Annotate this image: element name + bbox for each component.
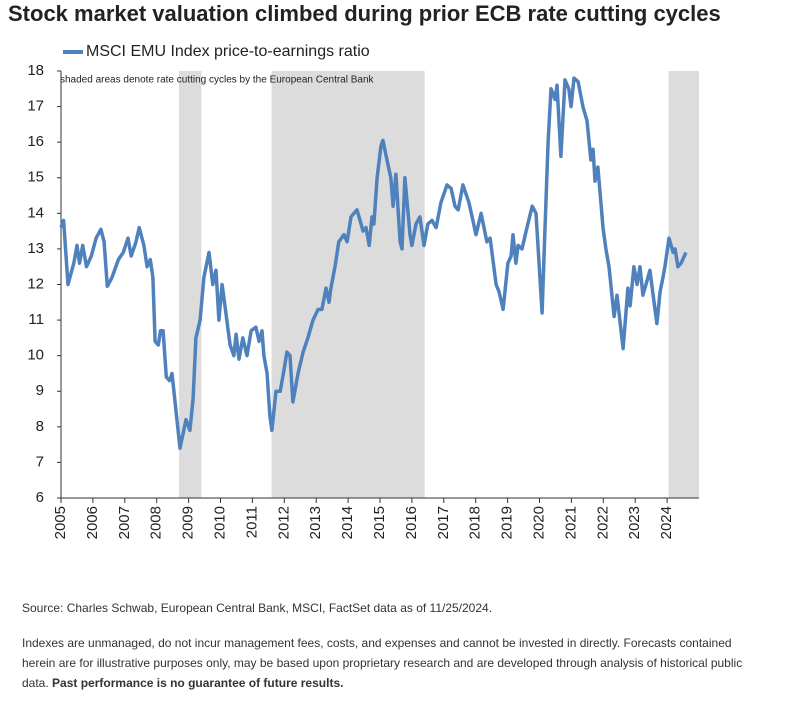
legend-label: MSCI EMU Index price-to-earnings ratio (86, 43, 370, 60)
x-tick-label: 2008 (148, 506, 165, 539)
x-tick-label: 2020 (530, 506, 547, 539)
x-tick-label: 2021 (562, 506, 579, 539)
chart: Stock market valuation climbed during pr… (8, 1, 721, 540)
x-tick-label: 2005 (52, 506, 69, 539)
y-tick-label: 18 (27, 62, 44, 79)
y-tick-label: 11 (28, 311, 44, 328)
x-tick-label: 2010 (211, 506, 228, 539)
x-tick-label: 2017 (435, 506, 452, 539)
x-tick-label: 2019 (499, 506, 516, 539)
y-tick-label: 16 (27, 133, 44, 150)
x-tick-label: 2012 (275, 506, 292, 539)
y-tick-label: 14 (27, 204, 44, 221)
y-tick-label: 13 (27, 240, 44, 257)
disclaimer-text: Indexes are unmanaged, do not incur mana… (22, 636, 743, 690)
x-tick-label: 2024 (658, 506, 675, 539)
x-tick-label: 2007 (116, 506, 133, 539)
x-tick-label: 2022 (594, 506, 611, 539)
disclaimer-bold: Past performance is no guarantee of futu… (52, 676, 344, 690)
annotation: shaded areas denote rate cutting cycles … (60, 75, 375, 86)
plot-layer (179, 71, 699, 498)
x-tick-label: 2023 (626, 506, 643, 539)
y-tick-label: 9 (36, 382, 44, 399)
x-tick-label: 2015 (371, 506, 388, 539)
x-tick-label: 2009 (180, 506, 197, 539)
shaded-region (668, 71, 699, 498)
x-tick-label: 2011 (243, 506, 260, 538)
x-tick-label: 2013 (307, 506, 324, 539)
chart-title: Stock market valuation climbed during pr… (8, 1, 721, 26)
x-tick-label: 2006 (84, 506, 101, 539)
data-line (59, 76, 688, 450)
y-tick-label: 12 (27, 275, 44, 292)
y-tick-label: 7 (36, 453, 44, 470)
shaded-region (179, 71, 202, 498)
y-tick-label: 8 (36, 418, 44, 435)
disclaimer: Indexes are unmanaged, do not incur mana… (22, 633, 767, 693)
y-tick-label: 6 (36, 489, 44, 506)
x-tick-label: 2018 (467, 506, 484, 539)
y-tick-label: 15 (27, 169, 44, 186)
x-tick-label: 2014 (339, 506, 356, 539)
y-tick-label: 17 (27, 98, 44, 115)
y-tick-label: 10 (27, 347, 44, 364)
source-note: Source: Charles Schwab, European Central… (22, 601, 493, 615)
shaded-region (271, 71, 425, 498)
x-tick-label: 2016 (403, 506, 420, 539)
